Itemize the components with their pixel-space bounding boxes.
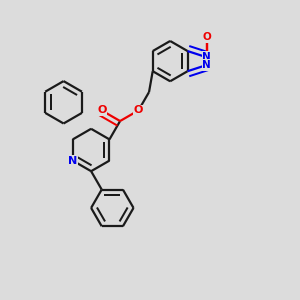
Text: O: O <box>134 105 143 116</box>
Text: O: O <box>97 105 106 116</box>
Text: O: O <box>202 32 211 42</box>
Text: N: N <box>68 156 77 166</box>
Text: N: N <box>202 60 211 70</box>
Text: N: N <box>202 52 211 62</box>
